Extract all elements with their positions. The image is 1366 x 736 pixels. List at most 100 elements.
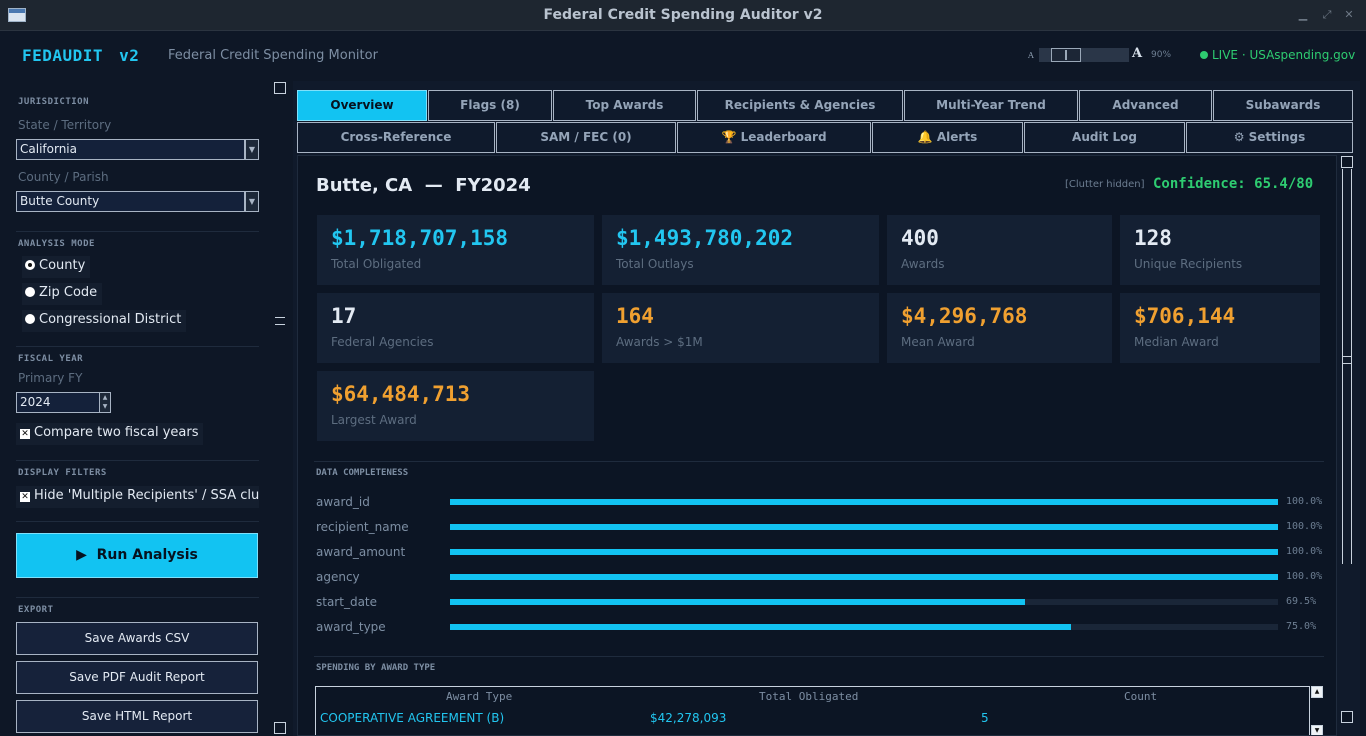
field-name: award_id	[316, 495, 370, 509]
state-dropdown-icon[interactable]: ▼	[245, 139, 259, 160]
tab-overview[interactable]: Overview	[297, 90, 427, 121]
scroll-down-button[interactable]	[1341, 711, 1353, 723]
mode-radio-zip-code[interactable]: Zip Code	[22, 283, 103, 305]
stat-value: $706,144	[1134, 304, 1236, 328]
hide-clutter-checkbox[interactable]: ✕ Hide 'Multiple Recipients' / SSA clutte…	[16, 486, 259, 508]
jurisdiction-heading: JURISDICTION	[18, 97, 90, 107]
stat-card-unique-recipients: 128 Unique Recipients	[1120, 215, 1320, 285]
save-pdf-report-button[interactable]: Save PDF Audit Report	[16, 661, 258, 694]
radio-unselected-icon	[25, 287, 35, 297]
stat-value: 128	[1134, 226, 1172, 250]
tab-leaderboard[interactable]: 🏆 Leaderboard	[677, 122, 871, 153]
scroll-down-icon[interactable]: ▼	[1311, 725, 1323, 735]
divider	[16, 231, 259, 232]
tab-alerts-label: Alerts	[936, 130, 978, 144]
stat-value: $64,484,713	[331, 382, 471, 406]
mode-radio-county[interactable]: County	[22, 256, 91, 278]
app-window-icon	[8, 8, 26, 22]
hide-clutter-label: Hide 'Multiple Recipients' / SSA clutter	[34, 488, 259, 503]
live-status-text: LIVE · USAspending.gov	[1212, 48, 1356, 62]
save-awards-csv-button[interactable]: Save Awards CSV	[16, 622, 258, 655]
tab-settings[interactable]: ⚙ Settings	[1186, 122, 1353, 153]
stat-card-largest-award: $64,484,713 Largest Award	[317, 371, 594, 441]
scroll-down-button[interactable]	[274, 722, 286, 734]
stat-card-federal-agencies: 17 Federal Agencies	[317, 293, 594, 363]
scroll-up-button[interactable]	[274, 82, 286, 94]
tab-advanced[interactable]: Advanced	[1079, 90, 1212, 121]
stat-label: Largest Award	[331, 413, 417, 427]
mode-label: Congressional District	[39, 312, 182, 327]
scroll-up-icon[interactable]: ▲	[1311, 686, 1323, 698]
restore-icon[interactable]: ⤢	[1322, 8, 1332, 21]
tab-cross-reference[interactable]: Cross-Reference	[297, 122, 495, 153]
stat-label: Federal Agencies	[331, 335, 434, 349]
stat-label: Awards > $1M	[616, 335, 703, 349]
completeness-row: recipient_name 100.0%	[316, 520, 1326, 536]
zoom-slider[interactable]	[1039, 48, 1129, 62]
county-select[interactable]: Butte County	[16, 191, 245, 212]
divider	[16, 521, 259, 522]
primary-fy-input[interactable]: 2024	[16, 392, 100, 413]
stat-card-awards: 400 Awards	[887, 215, 1112, 285]
scroll-up-button[interactable]	[1341, 156, 1353, 168]
completeness-bar-fill	[450, 549, 1278, 555]
completeness-bar	[450, 499, 1278, 505]
logo-text: FEDAUDIT	[22, 46, 104, 65]
field-name: agency	[316, 570, 360, 584]
tab-top-awards[interactable]: Top Awards	[553, 90, 696, 121]
compare-fy-label: Compare two fiscal years	[34, 425, 199, 440]
stepper-up-icon[interactable]: ▲	[102, 394, 108, 401]
fy-stepper[interactable]: ▲ ▼	[99, 392, 111, 413]
spending-by-type-heading: SPENDING BY AWARD TYPE	[316, 663, 436, 673]
tab-sam-fec[interactable]: SAM / FEC (0)	[496, 122, 676, 153]
column-header-count[interactable]: Count	[1124, 690, 1158, 703]
tab-recipients-agencies[interactable]: Recipients & Agencies	[697, 90, 903, 121]
scrollbar-grip[interactable]	[275, 317, 285, 325]
tab-settings-label: Settings	[1248, 130, 1306, 144]
zoom-level: 90%	[1151, 50, 1172, 60]
run-analysis-button[interactable]: ▶ Run Analysis	[16, 533, 258, 578]
scrollbar-thumb[interactable]	[1342, 169, 1352, 564]
sidebar-scrollbar[interactable]	[274, 81, 286, 736]
table-cell-award-type[interactable]: COOPERATIVE AGREEMENT (B)	[320, 711, 505, 725]
table-cell-count[interactable]: 5	[981, 711, 989, 725]
window-titlebar: Federal Credit Spending Auditor v2 ▁ ⤢ ✕	[0, 0, 1366, 31]
column-header-total-obligated[interactable]: Total Obligated	[759, 690, 859, 703]
tab-audit-log[interactable]: Audit Log	[1024, 122, 1185, 153]
completeness-row: award_type 75.0%	[316, 620, 1326, 636]
tab-alerts[interactable]: 🔔 Alerts	[872, 122, 1023, 153]
divider	[314, 461, 1324, 462]
tab-multi-year-trend[interactable]: Multi-Year Trend	[904, 90, 1078, 121]
content-scrollbar[interactable]	[1341, 155, 1353, 736]
field-name: award_amount	[316, 545, 406, 559]
tab-flags[interactable]: Flags (8)	[428, 90, 552, 121]
stat-label: Total Outlays	[616, 257, 694, 271]
completeness-row: award_id 100.0%	[316, 495, 1326, 511]
trophy-icon: 🏆	[721, 130, 737, 144]
completeness-pct: 100.0%	[1286, 571, 1323, 582]
state-select[interactable]: California	[16, 139, 245, 160]
stepper-down-icon[interactable]: ▼	[102, 403, 108, 410]
county-dropdown-icon[interactable]: ▼	[245, 191, 259, 212]
completeness-bar-fill	[450, 524, 1278, 530]
minimize-icon[interactable]: ▁	[1298, 8, 1308, 21]
column-header-award-type[interactable]: Award Type	[446, 690, 513, 703]
zoom-large-icon: A	[1132, 46, 1143, 61]
tab-subawards[interactable]: Subawards	[1213, 90, 1353, 121]
stat-value: $4,296,768	[901, 304, 1028, 328]
completeness-pct: 75.0%	[1286, 621, 1317, 632]
divider	[314, 656, 1324, 657]
compare-fy-checkbox[interactable]: ✕ Compare two fiscal years	[16, 423, 203, 445]
stat-card-mean-award: $4,296,768 Mean Award	[887, 293, 1112, 363]
table-scrollbar[interactable]: ▲ ▼	[1311, 686, 1323, 735]
mode-radio-congressional-district[interactable]: Congressional District	[22, 310, 187, 332]
page-title: Butte, CA — FY2024	[316, 175, 531, 196]
display-filters-heading: DISPLAY FILTERS	[18, 468, 107, 478]
completeness-bar	[450, 524, 1278, 530]
close-icon[interactable]: ✕	[1344, 8, 1354, 21]
zoom-slider-handle[interactable]	[1051, 48, 1081, 62]
save-html-report-button[interactable]: Save HTML Report	[16, 700, 258, 733]
scrollbar-grip[interactable]	[1342, 356, 1352, 364]
stat-label: Mean Award	[901, 335, 975, 349]
table-cell-total-obligated[interactable]: $42,278,093	[650, 711, 727, 725]
